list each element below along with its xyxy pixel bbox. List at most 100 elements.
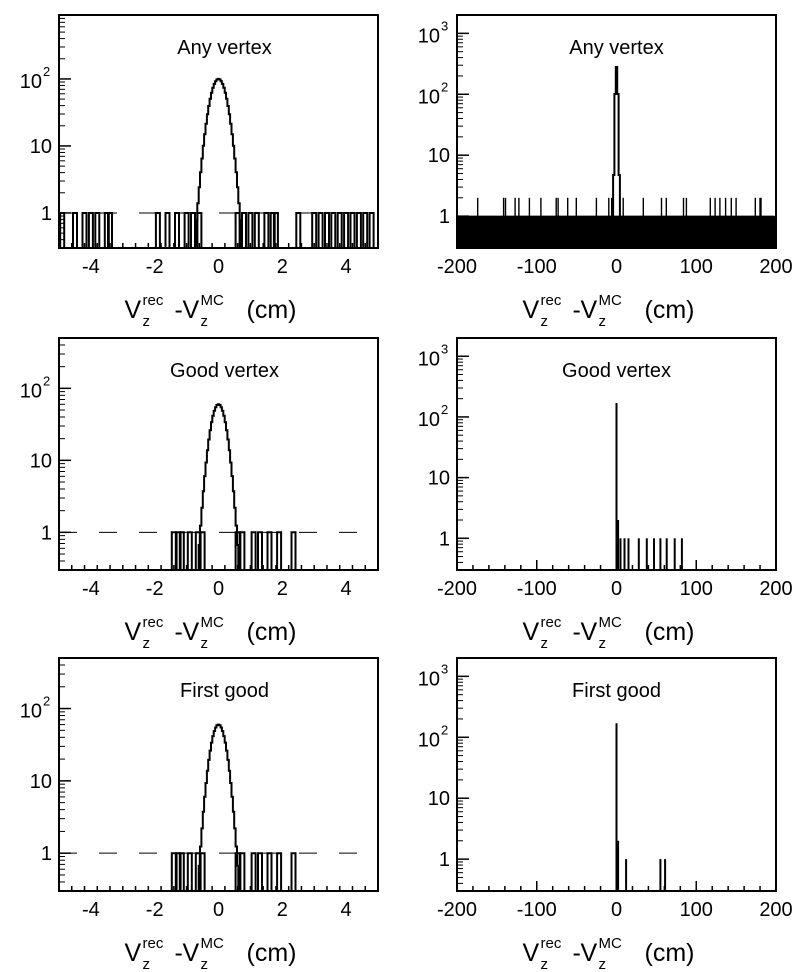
x-tick-label: -2 — [146, 578, 164, 600]
outlier-bin — [186, 852, 193, 891]
x-axis-label-sub1: z — [541, 313, 549, 330]
x-axis-label: Vrec z -VMC z (cm) — [523, 935, 695, 972]
outlier-bin — [190, 212, 196, 248]
x-tick-label: -4 — [82, 899, 100, 921]
y-tick-exponent: 2 — [43, 373, 50, 388]
outlier-bin — [253, 212, 260, 248]
x-tick-label: 4 — [341, 899, 352, 921]
outlier-bin — [349, 212, 356, 248]
peak-histogram — [197, 403, 240, 570]
outlier-bin — [324, 212, 330, 248]
panel-title: Good vertex — [562, 360, 671, 382]
x-axis-label-base2: V — [581, 939, 598, 967]
x-axis-label-dash: - — [175, 618, 183, 646]
x-axis-label-sub1: z — [541, 635, 549, 652]
y-tick-exponent: 2 — [43, 694, 50, 709]
x-axis-label-sup1: rec — [143, 292, 164, 309]
x-axis-label-base2: V — [183, 618, 200, 646]
x-axis-label-dash: - — [573, 296, 581, 324]
x-tick-label: 0 — [213, 578, 224, 600]
y-tick-label: 10 — [418, 86, 440, 108]
x-tick-label: 200 — [759, 899, 792, 921]
outlier-bin — [164, 212, 171, 248]
x-axis-label-dash: - — [175, 939, 183, 967]
x-ticks: -4 -2 0 2 4 — [58, 243, 379, 278]
outlier-bin — [290, 852, 297, 891]
x-tick-label: 0 — [611, 899, 622, 921]
x-tick-label: -2 — [146, 256, 164, 278]
outlier-bin — [317, 212, 324, 248]
outlier-bin — [234, 212, 241, 248]
y-tick-label: 1 — [41, 203, 52, 225]
outlier-bin — [257, 852, 263, 891]
y-tick-exponent: 3 — [441, 341, 448, 356]
x-tick-label: -4 — [82, 578, 100, 600]
outlier-bin — [186, 531, 193, 570]
outlier-bin — [178, 852, 185, 891]
x-axis-label-unit: (cm) — [247, 939, 297, 967]
y-tick-exponent: 3 — [441, 18, 448, 33]
y-tick-label: 10 — [418, 348, 440, 370]
axes-frame — [58, 657, 379, 892]
x-axis-label-dash: - — [573, 618, 581, 646]
x-axis-label-sup1: rec — [541, 292, 562, 309]
x-tick-label: 2 — [277, 578, 288, 600]
x-tick-label: 100 — [680, 578, 713, 600]
x-axis-label-base2: V — [183, 296, 200, 324]
y-tick-label: 10 — [30, 136, 52, 158]
outlier-bins — [59, 531, 378, 570]
x-axis-label-unit: (cm) — [247, 618, 297, 646]
panel-title: First good — [180, 680, 269, 702]
outlier-bin — [174, 212, 180, 248]
y-tick-label: 1 — [41, 522, 52, 544]
x-axis-label-base2: V — [581, 296, 598, 324]
outlier-bin — [183, 212, 190, 248]
x-axis-label-sub2: z — [201, 313, 209, 330]
x-tick-label: 0 — [611, 256, 622, 278]
outlier-bin — [170, 852, 177, 891]
y-tick-label: 1 — [439, 528, 450, 550]
x-axis-label-unit: (cm) — [645, 296, 695, 324]
x-tick-label: -100 — [517, 256, 557, 278]
outlier-bin — [199, 531, 206, 570]
outlier-bin — [239, 531, 246, 570]
x-axis-label-unit: (cm) — [247, 296, 297, 324]
outlier-bin — [241, 212, 247, 248]
x-axis-label-dash: - — [573, 939, 581, 967]
x-axis-label-sup1: rec — [143, 935, 164, 952]
x-axis-label-sup2: MC — [599, 935, 622, 952]
outlier-bin — [272, 212, 279, 248]
x-tick-label: 200 — [759, 256, 792, 278]
outlier-bin — [290, 531, 297, 570]
x-axis-label-base2: V — [183, 939, 200, 967]
x-axis-label-base1: V — [125, 939, 142, 967]
outlier-bin — [81, 212, 88, 248]
x-tick-label: -200 — [437, 578, 477, 600]
x-ticks: -4 -2 0 2 4 — [58, 565, 379, 600]
y-tick-label: 10 — [30, 450, 52, 472]
y-tick-label: 10 — [418, 729, 440, 751]
outlier-bin — [276, 531, 283, 570]
outlier-bin — [154, 212, 161, 248]
x-tick-label: -100 — [517, 578, 557, 600]
y-tick-label: 1 — [41, 843, 52, 865]
outlier-bin — [178, 531, 185, 570]
y-tick-label: 10 — [20, 701, 42, 723]
y-tick-label: 10 — [20, 71, 42, 93]
x-tick-label: 2 — [277, 899, 288, 921]
outlier-bin — [59, 212, 66, 248]
x-tick-label: 100 — [680, 256, 713, 278]
plot-area — [59, 403, 378, 570]
outlier-bins — [59, 212, 378, 248]
x-ticks: -200 -100 0 100 200 — [437, 238, 793, 278]
y-tick-exponent: 2 — [43, 64, 50, 79]
panel-title: Good vertex — [170, 360, 279, 382]
y-tick-label: 10 — [418, 668, 440, 690]
outlier-bin — [170, 531, 177, 570]
plot-area — [615, 723, 667, 891]
